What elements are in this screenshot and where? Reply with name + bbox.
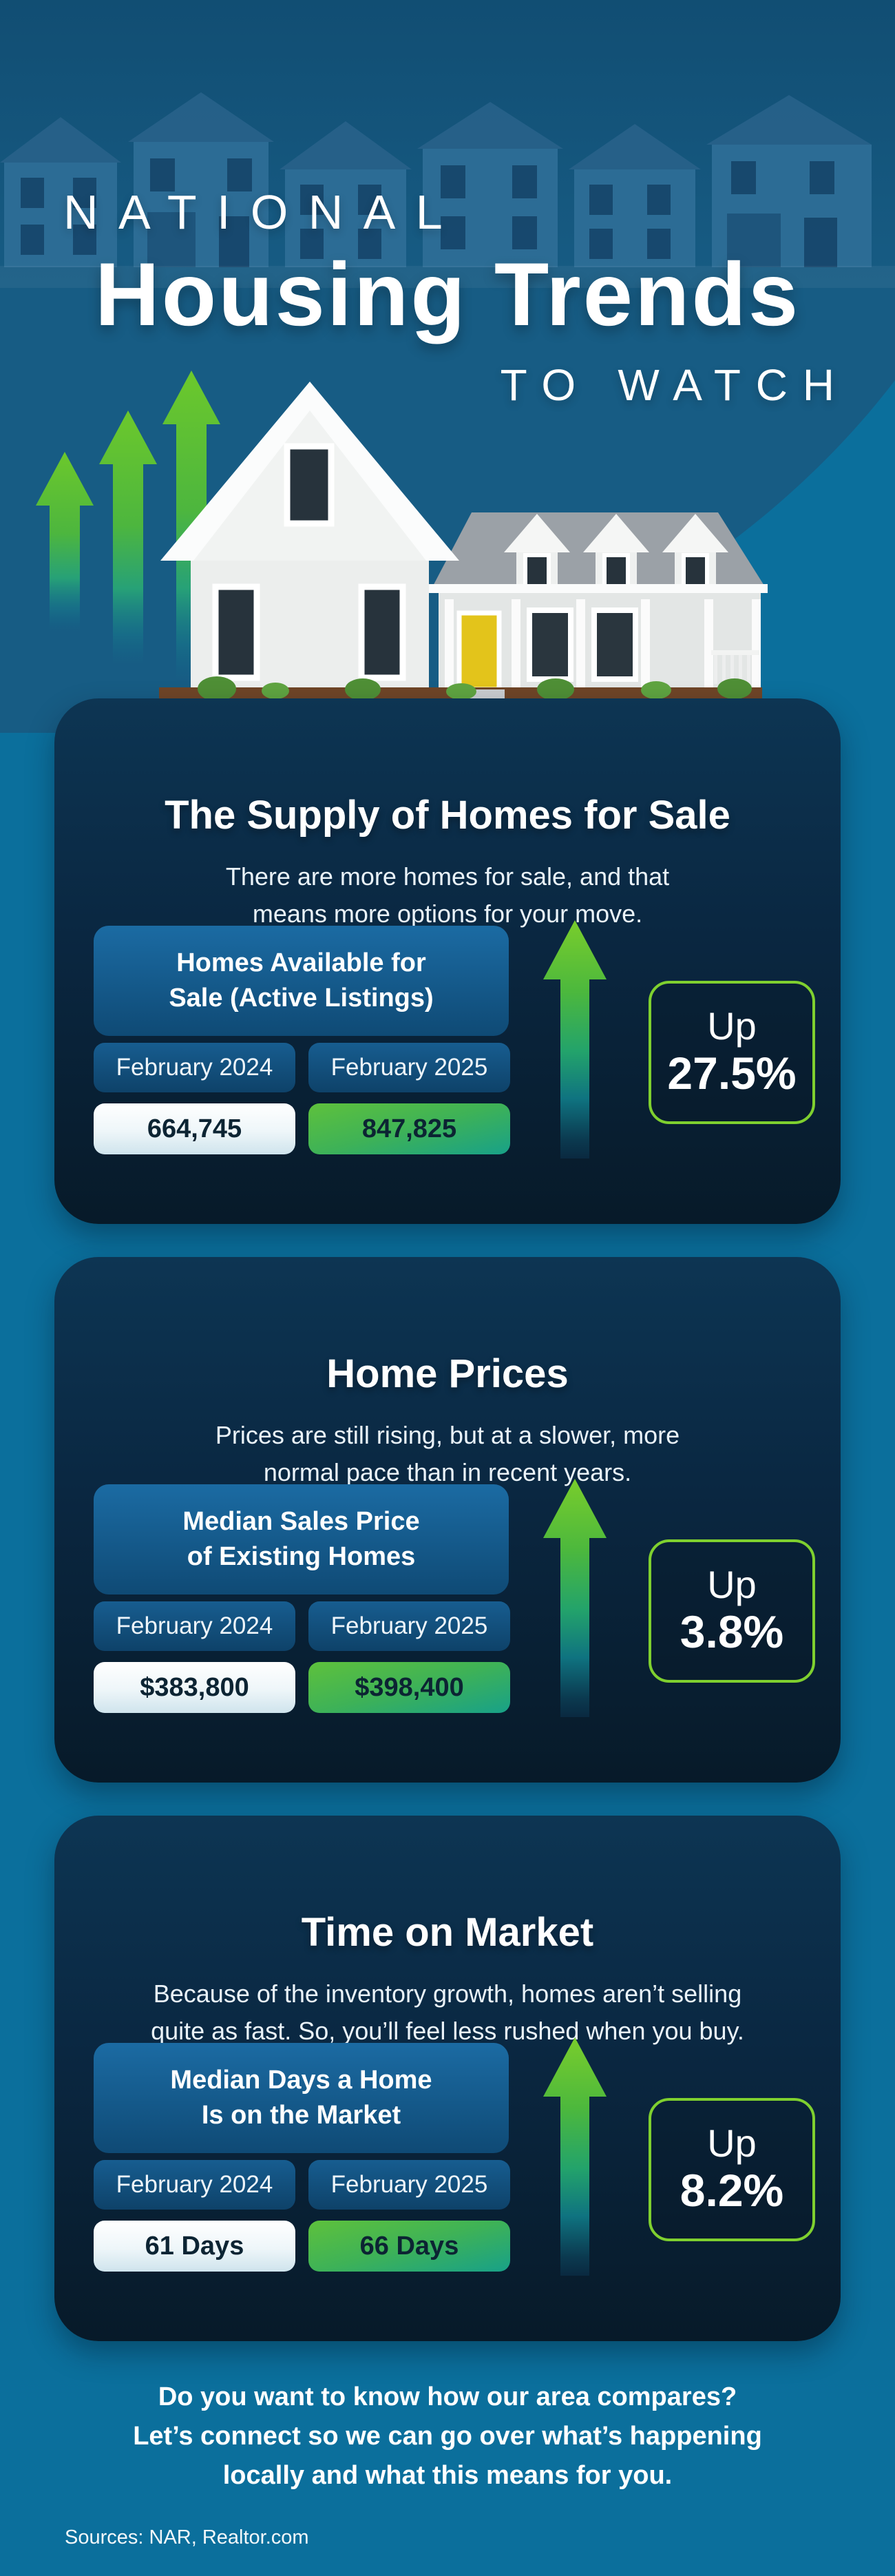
card-description-line: means more options for your move. (252, 900, 643, 928)
value-feb-2025: 847,825 (308, 1103, 510, 1154)
up-arrow-icon (99, 411, 157, 665)
change-badge: Up 3.8% (649, 1539, 815, 1683)
page-tagline: TO WATCH (500, 360, 850, 410)
change-value: 27.5% (667, 1048, 797, 1099)
value-feb-2024: 61 Days (94, 2221, 295, 2272)
up-arrow-icon (543, 2037, 607, 2276)
change-badge: Up 27.5% (649, 981, 815, 1124)
page-title: Housing Trends (94, 244, 801, 344)
column-label-feb-2024: February 2024 (94, 1601, 295, 1651)
value-feb-2024: 664,745 (94, 1103, 295, 1154)
metric-label-panel: Median Days a Home Is on the Market (94, 2043, 509, 2153)
column-label-feb-2024: February 2024 (94, 1043, 295, 1092)
column-label-feb-2024: February 2024 (94, 2160, 295, 2210)
card-time-on-market: Time on Market Because of the inventory … (54, 1816, 841, 2341)
up-arrow-icon (36, 452, 94, 632)
metric-label-line: Median Sales Price (182, 1506, 420, 1536)
card-description-line: Prices are still rising, but at a slower… (215, 1421, 680, 1449)
card-description: There are more homes for sale, and that … (54, 858, 841, 933)
change-value: 3.8% (680, 1606, 784, 1658)
change-word: Up (707, 2121, 757, 2165)
sources-note: Sources: NAR, Realtor.com (65, 2526, 309, 2548)
call-to-action-line: Let’s connect so we can go over what’s h… (133, 2422, 762, 2451)
column-label-feb-2025: February 2025 (308, 1043, 510, 1092)
card-description: Because of the inventory growth, homes a… (54, 1975, 841, 2050)
value-feb-2025: $398,400 (308, 1662, 510, 1713)
column-label-feb-2025: February 2025 (308, 1601, 510, 1651)
call-to-action-line: locally and what this means for you. (222, 2461, 673, 2490)
card-description-line: quite as fast. So, you’ll feel less rush… (151, 2017, 744, 2045)
metric-label-line: of Existing Homes (187, 1542, 416, 1571)
metric-label-line: Median Days a Home (170, 2065, 432, 2095)
value-feb-2024: $383,800 (94, 1662, 295, 1713)
card-description-line: Because of the inventory growth, homes a… (153, 1980, 742, 2008)
metric-label-line: Sale (Active Listings) (169, 984, 434, 1012)
up-arrow-icon (543, 1479, 607, 1717)
change-word: Up (707, 1562, 757, 1606)
card-title: Home Prices (326, 1351, 569, 1397)
kicker-text: NATIONAL (63, 185, 463, 239)
metric-label-panel: Median Sales Price of Existing Homes (94, 1484, 509, 1595)
houses-skyline-graphic (0, 92, 895, 288)
change-value: 8.2% (680, 2165, 784, 2216)
card-description-line: normal pace than in recent years. (263, 1458, 632, 1486)
column-label-feb-2025: February 2025 (308, 2160, 510, 2210)
house-photo-graphic (159, 382, 768, 698)
card-title: The Supply of Homes for Sale (165, 793, 730, 838)
metric-label-line: Is on the Market (201, 2101, 401, 2130)
metric-label-panel: Homes Available for Sale (Active Listing… (94, 926, 509, 1036)
card-description: Prices are still rising, but at a slower… (54, 1417, 841, 1491)
card-supply-of-homes: The Supply of Homes for Sale There are m… (54, 698, 841, 1224)
card-description-line: There are more homes for sale, and that (225, 862, 670, 891)
change-badge: Up 8.2% (649, 2098, 815, 2241)
card-title: Time on Market (301, 1910, 594, 1955)
up-arrow-icon (543, 920, 607, 1159)
call-to-action-line: Do you want to know how our area compare… (158, 2382, 737, 2411)
change-word: Up (707, 1004, 757, 1048)
metric-label-line: Homes Available for (176, 948, 426, 977)
call-to-action: Do you want to know how our area compare… (0, 2378, 895, 2495)
card-home-prices: Home Prices Prices are still rising, but… (54, 1257, 841, 1783)
value-feb-2025: 66 Days (308, 2221, 510, 2272)
